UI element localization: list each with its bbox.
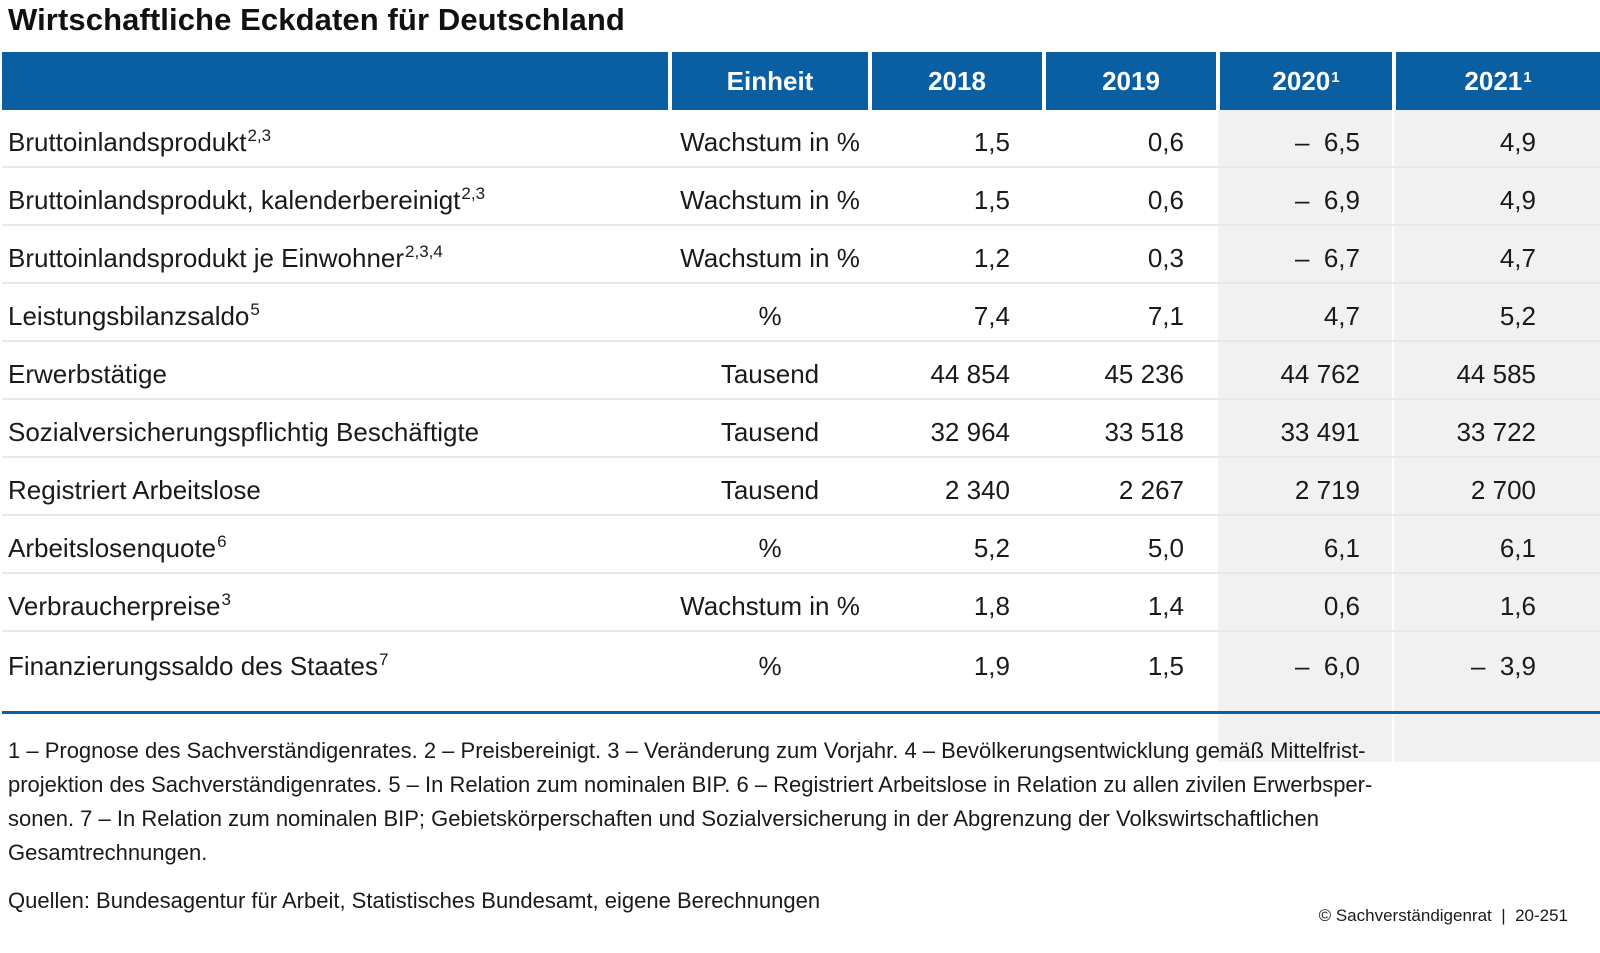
header-2019: 2019 <box>1046 52 1216 110</box>
row-label: Leistungsbilanzsaldo 5 <box>8 300 260 331</box>
value-2018: 32 964 <box>930 416 1010 447</box>
value-2020: – 6,0 <box>1294 650 1360 681</box>
table-row: Erwerbstätige Tausend 44 854 45 236 44 7… <box>2 342 1600 400</box>
footnote-ref: 6 <box>217 532 227 551</box>
row-label: Arbeitslosenquote 6 <box>8 532 227 563</box>
table-row: Registriert Arbeitslose Tausend 2 340 2 … <box>2 458 1600 516</box>
table-body: Bruttoinlandsprodukt 2,3 Wachstum in % 1,… <box>2 110 1600 692</box>
value-2018: 2 340 <box>944 474 1010 505</box>
value-2019: 7,1 <box>1147 300 1184 331</box>
row-unit: % <box>758 532 782 563</box>
value-2021: 33 722 <box>1456 416 1536 447</box>
table-row: Sozialversicherungspflichtig Beschäftigt… <box>2 400 1600 458</box>
footnote-line: Gesamtrechnungen. <box>8 840 208 865</box>
row-label: Bruttoinlandsprodukt, kalenderbereinigt 2… <box>8 184 486 215</box>
row-label: Bruttoinlandsprodukt 2,3 <box>8 126 272 157</box>
footnote-ref: 1 <box>1523 68 1532 86</box>
value-2020: 2 719 <box>1294 474 1360 505</box>
value-2019: 0,6 <box>1147 126 1184 157</box>
value-2021: 6,1 <box>1499 532 1536 563</box>
row-label: Bruttoinlandsprodukt je Einwohner 2,3,4 <box>8 242 443 273</box>
value-2020: – 6,5 <box>1294 126 1360 157</box>
row-unit: Tausend <box>720 358 820 389</box>
row-unit: Wachstum in % <box>680 126 860 157</box>
sources-note: Quellen: Bundesagentur für Arbeit, Stati… <box>8 888 821 913</box>
table-row: Finanzierungssaldo des Staates 7 % 1,9 1,… <box>2 632 1600 692</box>
footnote-ref: 1 <box>1331 68 1340 86</box>
value-2020: 33 491 <box>1280 416 1360 447</box>
row-unit: % <box>758 300 782 331</box>
table-bottom-rule <box>2 711 1600 714</box>
footnote-line: projektion des Sachverständigenrates. 5 … <box>8 772 1373 797</box>
value-2021: 2 700 <box>1470 474 1536 505</box>
row-label: Verbraucherpreise 3 <box>8 590 231 621</box>
value-2020: 44 762 <box>1280 358 1360 389</box>
forecast-shade-2020 <box>1218 110 1392 762</box>
header-2021: 2021 1 <box>1396 52 1600 110</box>
table-row: Verbraucherpreise 3 Wachstum in % 1,8 1,4… <box>2 574 1600 632</box>
value-2019: 5,0 <box>1147 532 1184 563</box>
value-2018: 1,9 <box>973 650 1010 681</box>
footnote-ref: 2,3,4 <box>405 242 443 261</box>
row-unit: Wachstum in % <box>680 242 860 273</box>
value-2020: 0,6 <box>1323 590 1360 621</box>
table-row: Arbeitslosenquote 6 % 5,2 5,0 6,1 6,1 <box>2 516 1600 574</box>
value-2021: – 3,9 <box>1470 650 1536 681</box>
value-2021: 5,2 <box>1499 300 1536 331</box>
value-2020: 4,7 <box>1323 300 1360 331</box>
value-2019: 1,5 <box>1147 650 1184 681</box>
row-label: Finanzierungssaldo des Staates 7 <box>8 650 389 681</box>
row-unit: Tausend <box>720 416 820 447</box>
row-unit: Wachstum in % <box>680 184 860 215</box>
page-title: Wirtschaftliche Eckdaten für Deutschland <box>8 2 625 37</box>
value-2018: 44 854 <box>930 358 1010 389</box>
row-label: Sozialversicherungspflichtig Beschäftigt… <box>8 416 480 447</box>
table-header: Einheit 2018 2019 2020 1 2021 1 <box>2 52 1600 110</box>
value-2018: 1,5 <box>973 126 1010 157</box>
value-2019: 33 518 <box>1104 416 1184 447</box>
value-2018: 7,4 <box>973 300 1010 331</box>
value-2018: 1,2 <box>973 242 1010 273</box>
value-2019: 1,4 <box>1147 590 1184 621</box>
row-label: Registriert Arbeitslose <box>8 474 261 505</box>
footnotes: 1 – Prognose des Sachverständigenrates. … <box>8 734 1528 870</box>
footnote-ref: 3 <box>221 590 231 609</box>
footnote-ref: 2,3 <box>247 126 272 145</box>
value-2018: 1,5 <box>973 184 1010 215</box>
value-2018: 5,2 <box>973 532 1010 563</box>
row-label: Erwerbstätige <box>8 358 167 389</box>
header-2020: 2020 1 <box>1220 52 1392 110</box>
forecast-shade-2021 <box>1394 110 1600 762</box>
value-2019: 0,3 <box>1147 242 1184 273</box>
footnote-ref: 5 <box>250 300 260 319</box>
footnote-ref: 2,3 <box>461 184 486 203</box>
value-2021: 4,9 <box>1499 126 1536 157</box>
value-2019: 2 267 <box>1118 474 1184 505</box>
table-row: Bruttoinlandsprodukt je Einwohner 2,3,4 W… <box>2 226 1600 284</box>
value-2020: – 6,7 <box>1294 242 1360 273</box>
footnote-line: 1 – Prognose des Sachverständigenrates. … <box>8 738 1366 763</box>
value-2020: 6,1 <box>1323 532 1360 563</box>
row-unit: % <box>758 650 782 681</box>
header-unit: Einheit <box>672 52 868 110</box>
value-2018: 1,8 <box>973 590 1010 621</box>
table-row: Bruttoinlandsprodukt, kalenderbereinigt 2… <box>2 168 1600 226</box>
footnote-ref: 7 <box>379 650 389 669</box>
value-2021: 4,7 <box>1499 242 1536 273</box>
value-2019: 45 236 <box>1104 358 1184 389</box>
header-label-cell <box>2 52 668 110</box>
value-2020: – 6,9 <box>1294 184 1360 215</box>
footnote-line: sonen. 7 – In Relation zum nominalen BIP… <box>8 806 1319 831</box>
value-2021: 1,6 <box>1499 590 1536 621</box>
data-table: Einheit 2018 2019 2020 1 2021 1 Bruttoinla… <box>2 52 1600 762</box>
copyright-note: © Sachverständigenrat | 20-251 <box>1318 906 1568 925</box>
value-2021: 44 585 <box>1456 358 1536 389</box>
header-2018: 2018 <box>872 52 1042 110</box>
value-2021: 4,9 <box>1499 184 1536 215</box>
value-2019: 0,6 <box>1147 184 1184 215</box>
row-unit: Wachstum in % <box>680 590 860 621</box>
table-row: Bruttoinlandsprodukt 2,3 Wachstum in % 1,… <box>2 110 1600 168</box>
row-unit: Tausend <box>720 474 820 505</box>
table-row: Leistungsbilanzsaldo 5 % 7,4 7,1 4,7 5,2 <box>2 284 1600 342</box>
